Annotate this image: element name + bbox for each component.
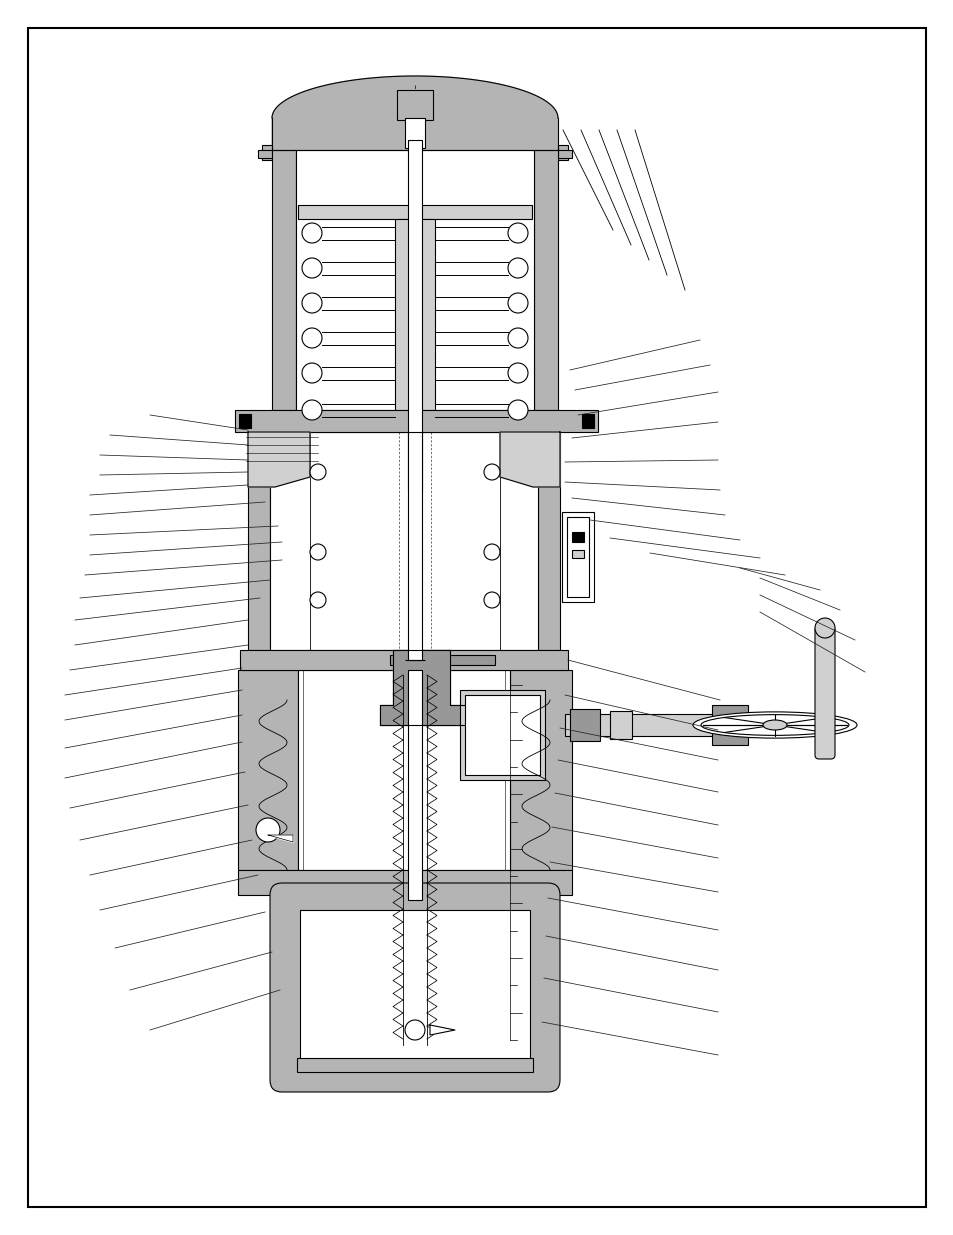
Bar [581,414,594,429]
Bar [561,513,594,601]
Bar [609,711,631,739]
Circle shape [302,329,322,348]
Bar [510,671,572,869]
Bar [272,149,295,410]
Bar [537,432,559,650]
Bar [237,671,297,869]
Bar [572,532,583,542]
Bar [396,90,433,120]
Bar [237,869,572,895]
Bar [395,219,435,410]
Circle shape [310,543,326,559]
Circle shape [507,363,527,383]
Bar [408,432,421,659]
Bar [299,910,530,1065]
Circle shape [507,258,527,278]
Polygon shape [499,432,559,487]
Bar [297,671,510,869]
Bar [257,149,272,158]
Bar [534,149,558,410]
Circle shape [302,293,322,312]
Circle shape [814,618,834,638]
Bar [566,517,588,597]
Polygon shape [272,77,558,149]
Circle shape [302,224,322,243]
Circle shape [507,329,527,348]
Bar [240,650,567,671]
Circle shape [255,818,280,842]
Circle shape [507,224,527,243]
Bar [297,205,532,219]
Polygon shape [268,835,293,842]
Ellipse shape [700,715,848,735]
Polygon shape [430,1025,455,1035]
Bar [239,414,251,429]
Circle shape [507,293,527,312]
Circle shape [483,592,499,608]
Circle shape [483,543,499,559]
Circle shape [310,592,326,608]
Bar [270,432,537,650]
FancyBboxPatch shape [270,883,559,1092]
Bar [408,140,421,490]
Ellipse shape [762,720,786,730]
Bar [408,671,421,900]
Circle shape [302,363,322,383]
Bar [248,432,270,650]
Bar [390,655,495,664]
Circle shape [405,1020,424,1040]
Bar [405,119,424,148]
Polygon shape [379,650,470,725]
Bar [572,550,583,558]
Circle shape [302,400,322,420]
Bar [564,714,760,736]
Circle shape [483,464,499,480]
Circle shape [507,400,527,420]
Bar [558,144,567,161]
Bar [569,709,599,741]
Bar [262,144,272,161]
Circle shape [302,258,322,278]
FancyBboxPatch shape [814,626,834,760]
Bar [711,705,747,745]
Circle shape [310,464,326,480]
Ellipse shape [692,711,856,739]
Bar [295,149,534,410]
Bar [464,695,539,776]
Bar [558,149,572,158]
Bar [459,690,544,781]
Polygon shape [248,432,310,487]
Bar [234,410,598,432]
Bar [296,1058,533,1072]
